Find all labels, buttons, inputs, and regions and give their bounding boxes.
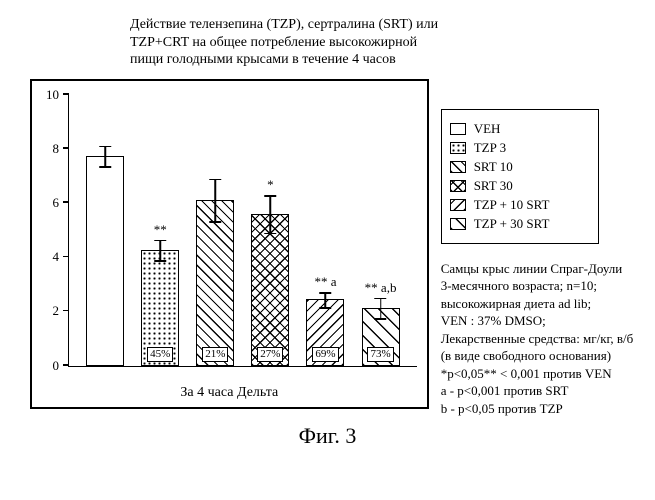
error-bar	[325, 292, 327, 309]
bar-inner-label: 73%	[367, 347, 393, 361]
note-line: 3-месячного возраста; n=10;	[441, 277, 645, 295]
bar-inner-label: 21%	[202, 347, 228, 361]
figure-page: Действие телензепина (TZP), сертралина (…	[0, 0, 655, 500]
bar: 45%**	[141, 250, 179, 366]
bar-group	[86, 156, 124, 366]
note-line: a - p<0,001 против SRT	[441, 382, 645, 400]
bar-group: 69%** a	[306, 299, 344, 365]
right-column: VEH TZP 3 SRT 10 SRT 30 TZP + 10 SRT TZP + 30…	[441, 79, 645, 418]
legend-item: TZP + 10 SRT	[450, 197, 590, 213]
significance-label: *	[267, 177, 274, 193]
title-line: Действие телензепина (TZP), сертралина (…	[130, 16, 510, 34]
bar-inner-label: 45%	[147, 347, 173, 361]
significance-label: ** a	[314, 274, 336, 290]
figure-title: Действие телензепина (TZP), сертралина (…	[130, 16, 510, 69]
error-bar	[104, 146, 106, 168]
bar-inner-label: 27%	[257, 347, 283, 361]
figure-caption: Фиг. 3	[10, 423, 645, 449]
note-line: *p<0,05** < 0,001 против VEN	[441, 365, 645, 383]
legend-swatch	[450, 123, 466, 135]
legend-label: VEH	[474, 121, 501, 137]
bar-inner-label: 69%	[312, 347, 338, 361]
y-tick-label: 8	[53, 141, 70, 157]
bar: 69%** a	[306, 299, 344, 365]
legend-label: SRT 30	[474, 178, 513, 194]
note-line: Лекарственные средства: мг/кг, в/б	[441, 330, 645, 348]
legend-item: SRT 10	[450, 159, 590, 175]
title-line: пищи голодными крысами в течение 4 часов	[130, 51, 510, 69]
footnotes: Самцы крыс линии Спраг-Доули 3-месячного…	[441, 260, 645, 418]
note-line: (в виде свободного основания)	[441, 347, 645, 365]
title-line: TZP+CRT на общее потребление высокожирно…	[130, 34, 510, 52]
y-tick-label: 10	[46, 87, 69, 103]
legend-swatch	[450, 218, 466, 230]
y-tick-label: 0	[53, 358, 70, 374]
bar: 21%	[196, 200, 234, 366]
bar	[86, 156, 124, 366]
legend-label: TZP + 10 SRT	[474, 197, 550, 213]
bars-container: 45%**21%27%*69%** a73%** a,b	[69, 95, 417, 366]
legend-swatch	[450, 180, 466, 192]
note-line: Самцы крыс линии Спраг-Доули	[441, 260, 645, 278]
error-bar	[380, 298, 382, 320]
legend-swatch	[450, 142, 466, 154]
y-tick-label: 4	[53, 249, 70, 265]
legend-item: TZP + 30 SRT	[450, 216, 590, 232]
legend-label: TZP 3	[474, 140, 506, 156]
legend-swatch	[450, 161, 466, 173]
note-line: b - p<0,05 против TZP	[441, 400, 645, 418]
significance-label: ** a,b	[365, 280, 397, 296]
bar: 73%** a,b	[362, 308, 400, 366]
bar: 27%*	[251, 214, 289, 366]
legend-item: SRT 30	[450, 178, 590, 194]
error-bar	[270, 195, 272, 234]
bar-group: 21%	[196, 200, 234, 366]
chart-frame: Потребляемая высокожирная пища (г) 45%**…	[30, 79, 429, 409]
note-line: высокожирная диета ad lib;	[441, 295, 645, 313]
legend-swatch	[450, 199, 466, 211]
legend-label: SRT 10	[474, 159, 513, 175]
bar-group: 27%*	[251, 214, 289, 366]
bar-group: 45%**	[141, 250, 179, 366]
y-tick-label: 2	[53, 303, 70, 319]
error-bar	[215, 179, 217, 223]
legend-label: TZP + 30 SRT	[474, 216, 550, 232]
error-bar	[159, 240, 161, 262]
plot-area: 45%**21%27%*69%** a73%** a,b 0246810	[68, 95, 417, 367]
legend: VEH TZP 3 SRT 10 SRT 30 TZP + 10 SRT TZP + 30…	[441, 109, 599, 244]
legend-item: VEH	[450, 121, 590, 137]
significance-label: **	[154, 222, 167, 238]
y-tick-label: 6	[53, 195, 70, 211]
x-axis-label: За 4 часа Дельта	[32, 385, 427, 401]
chart-row: Потребляемая высокожирная пища (г) 45%**…	[10, 79, 645, 418]
legend-item: TZP 3	[450, 140, 590, 156]
bar-group: 73%** a,b	[362, 308, 400, 366]
note-line: VEN : 37% DMSO;	[441, 312, 645, 330]
